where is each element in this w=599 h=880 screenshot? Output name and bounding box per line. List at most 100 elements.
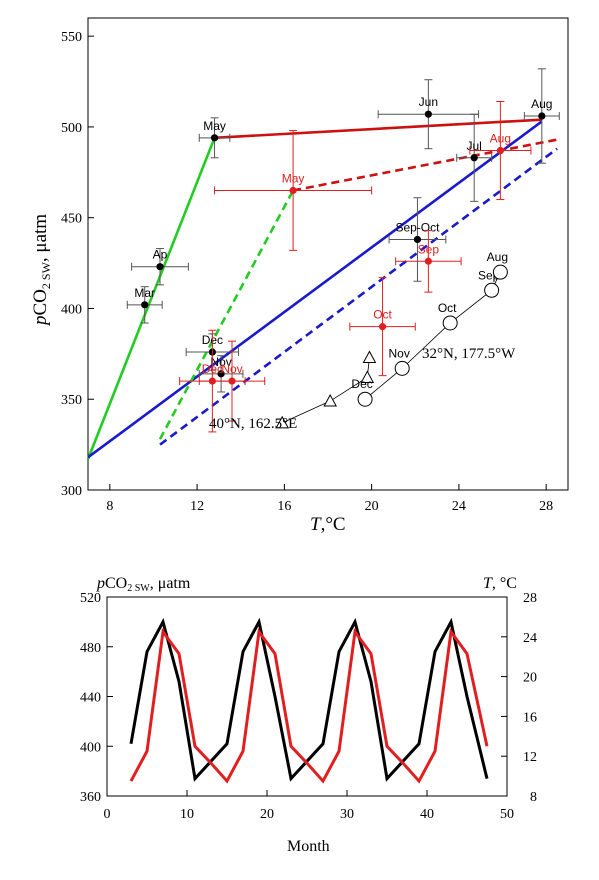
bottom-left-title: pCO2 SW, μatm (96, 575, 191, 594)
station-label-west: 40°N, 162.5°E (209, 416, 297, 432)
y-right-tick-label: 16 (523, 710, 537, 725)
y-left-tick-label: 520 (80, 591, 101, 606)
top-x-axis-unit: ,°C (321, 514, 346, 535)
bottom-line-chart: 0 10 20 30 40 50 360 400 440 480 520 8 12 16 20 24 28 pC… (80, 575, 537, 855)
point-label: Sep (418, 242, 440, 256)
data-point (378, 323, 387, 331)
top-x-axis-var: T (310, 514, 322, 535)
data-point (424, 257, 432, 265)
top-fit-lines (86, 118, 558, 460)
point-label: Aug (490, 132, 511, 146)
point-label: Oct (373, 308, 392, 322)
bottom-right-title: T, °C (483, 575, 517, 592)
circle-connector (364, 271, 501, 400)
data-point (289, 186, 297, 195)
x-tick-label: 12 (190, 499, 204, 514)
fit-line (158, 189, 295, 440)
data-point (228, 377, 236, 385)
x-tick-label: 20 (260, 807, 274, 822)
data-point (217, 370, 225, 378)
data-point (496, 146, 504, 155)
x-tick-label: 16 (277, 499, 291, 514)
bottom-left-title-sub: 2 SW (127, 583, 150, 594)
bottom-x-axis-label: Month (287, 838, 330, 855)
top-y-axis-unit: , μatm (30, 214, 51, 262)
y-tick-label: 400 (61, 302, 82, 317)
x-tick-label: 8 (106, 499, 113, 514)
series-line (129, 627, 489, 784)
circle-label: Dec (351, 377, 372, 391)
bottom-axes: 0 10 20 30 40 50 360 400 440 480 520 8 12 16 20 24 28 (80, 591, 537, 822)
x-tick-label: 30 (340, 807, 354, 822)
top-y-axis-label: pCO2 SW, μatm (30, 214, 53, 327)
top-y-axis-sub: 2 SW (39, 261, 53, 289)
point-label: Dec (202, 362, 223, 376)
y-right-tick-label: 20 (523, 671, 537, 686)
bottom-series (129, 617, 489, 784)
circle-marker (484, 282, 500, 298)
bottom-right-title-var: T (483, 575, 493, 592)
triangle-connector (282, 357, 370, 424)
bottom-left-title-main: CO (105, 575, 127, 592)
top-y-axis-main: CO (30, 289, 51, 315)
y-tick-label: 500 (61, 121, 82, 136)
circle-marker (357, 391, 373, 407)
bottom-right-title-unit: , °C (492, 575, 517, 592)
point-label: Mar (134, 286, 155, 300)
y-right-tick-label: 12 (523, 750, 537, 765)
y-left-tick-label: 480 (80, 641, 101, 656)
station-label-east: 32°N, 177.5°W (422, 346, 516, 362)
y-right-tick-label: 28 (523, 591, 537, 606)
y-left-tick-label: 400 (80, 740, 101, 755)
fit-line (159, 147, 558, 446)
x-tick-label: 20 (365, 499, 379, 514)
x-tick-label: 50 (500, 807, 514, 822)
x-tick-label: 0 (104, 807, 111, 822)
top-axes: 8 12 16 20 24 28 300 350 400 450 500 550 (61, 30, 553, 514)
circle-marker (394, 360, 410, 376)
x-tick-label: 28 (539, 499, 553, 514)
y-right-tick-label: 24 (523, 631, 537, 646)
point-label: Nov (221, 362, 242, 376)
y-left-tick-label: 440 (80, 691, 101, 706)
circle-label: Nov (389, 346, 410, 360)
y-left-tick-label: 360 (80, 790, 101, 805)
point-label: Aug (531, 97, 552, 111)
x-tick-label: 10 (180, 807, 194, 822)
y-tick-label: 350 (61, 393, 82, 408)
triangle-marker (323, 394, 338, 407)
top-data-points: MayJunJulAugApMarDecNovSep-OctMayAugSepO… (126, 68, 560, 433)
bottom-left-title-unit: , μatm (150, 575, 191, 592)
triangle-marker (362, 350, 377, 363)
point-label: Nov (210, 355, 231, 369)
data-point (156, 263, 164, 271)
circle-label: Aug (487, 250, 508, 264)
point-label: Jul (467, 139, 482, 153)
data-point (413, 235, 422, 244)
top-x-axis-label: T,°C (310, 514, 346, 535)
point-label: Sep-Oct (395, 220, 440, 234)
top-plot-frame (87, 17, 569, 491)
fit-line (292, 138, 558, 192)
x-tick-label: 40 (420, 807, 434, 822)
point-label: Jun (419, 95, 438, 109)
point-label: May (282, 171, 305, 185)
point-label: Ap (153, 248, 168, 262)
fit-line (87, 120, 543, 459)
data-point (538, 112, 546, 120)
y-right-tick-label: 8 (530, 790, 537, 805)
data-point (210, 134, 219, 142)
data-point (141, 301, 149, 309)
y-tick-label: 300 (61, 484, 82, 499)
data-point (424, 110, 432, 118)
bottom-left-title-var: p (96, 575, 105, 592)
fit-line (214, 118, 542, 140)
circle-marker (492, 264, 508, 280)
point-label: May (203, 119, 226, 133)
y-tick-label: 550 (61, 30, 82, 45)
y-tick-label: 450 (61, 212, 82, 227)
circle-marker (442, 315, 458, 331)
